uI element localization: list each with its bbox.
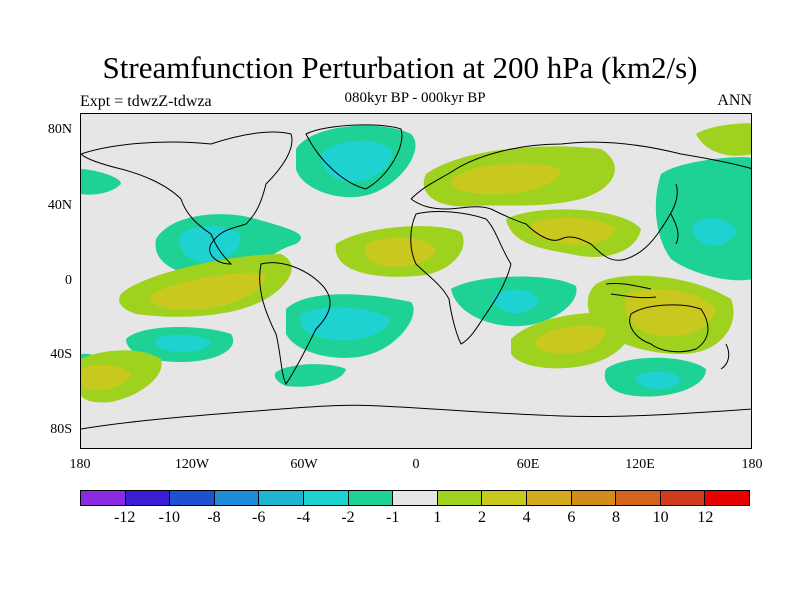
coastline-africa: [410, 211, 512, 345]
map-panel: [80, 113, 752, 449]
colorbar-tick-label: -4: [296, 509, 310, 526]
anomaly-region: [535, 325, 606, 354]
contour-field: [81, 123, 751, 430]
lat-label: 40N: [47, 198, 72, 213]
lon-label: 0: [412, 457, 420, 472]
negative-anomaly-regions: [81, 125, 751, 397]
lon-label: 180: [69, 457, 91, 472]
colorbar-swatch: [303, 491, 349, 505]
colorbar-tick-label: -10: [158, 509, 180, 526]
anomaly-region: [81, 364, 131, 391]
colorbar-swatch: [348, 491, 394, 505]
coastline-north-america: [81, 131, 293, 265]
lon-label: 120W: [174, 457, 210, 472]
colorbar-swatch: [214, 491, 260, 505]
colorbar-swatch: [482, 491, 527, 505]
lon-label: 180: [741, 457, 763, 472]
anomaly-region: [364, 237, 436, 267]
anomaly-region: [635, 371, 681, 390]
anomaly-region: [274, 364, 346, 387]
colorbar-swatch: [705, 491, 749, 505]
colorbar-tick-label: -12: [113, 509, 136, 526]
colorbar-swatch: [571, 491, 617, 505]
anomaly-region: [150, 272, 266, 311]
anomaly-region: [693, 218, 736, 246]
colorbar-tick-label: 10: [652, 509, 669, 526]
colorbar-tick-label: 1: [433, 509, 442, 526]
anomaly-region: [625, 289, 716, 337]
coastline-south-america: [259, 262, 331, 385]
lat-label: 40S: [50, 347, 72, 362]
coastlines: [81, 124, 751, 430]
colorbar-tick-label: -6: [251, 509, 266, 526]
coastline-japan: [670, 213, 679, 245]
coastline-antarctica: [81, 404, 751, 430]
colorbar-tick-label: -1: [385, 509, 400, 526]
lat-label: 80N: [47, 122, 72, 137]
anomaly-region: [81, 169, 121, 195]
colorbar-swatch: [170, 491, 215, 505]
colorbar-swatch: [393, 491, 438, 505]
colorbar-swatch: [259, 491, 304, 505]
colorbar-tick-label: 8: [612, 509, 620, 526]
lat-label: 80S: [50, 422, 72, 437]
colorbar-swatch: [660, 491, 706, 505]
coastline-greenland: [305, 124, 403, 190]
season-label: ANN: [717, 92, 752, 109]
lon-label: 120E: [625, 457, 655, 472]
anomaly-region: [655, 157, 751, 281]
colorbar-swatch: [81, 491, 126, 505]
colorbar-swatch: [616, 491, 661, 505]
anomaly-region: [179, 225, 241, 263]
anomaly-region: [154, 334, 211, 352]
lon-label: 60W: [290, 457, 318, 472]
colorbar: [80, 490, 750, 506]
coastline-new-zealand: [720, 343, 730, 370]
colorbar-tick-label: -2: [341, 509, 355, 526]
colorbar-swatch: [526, 491, 572, 505]
anomaly-region: [450, 163, 561, 195]
anomaly-region: [530, 217, 616, 245]
anomaly-region: [321, 140, 392, 183]
colorbar-tick-label: 2: [478, 509, 486, 526]
colorbar-swatch: [125, 491, 171, 505]
experiment-label: Expt = tdwzZ-tdwza: [80, 93, 212, 110]
plot-subtitle: 080kyr BP - 000kyr BP: [344, 90, 486, 106]
colorbar-tick-label: -8: [207, 509, 221, 526]
coastline-europe-asia: [410, 141, 751, 261]
coastline-australia: [629, 304, 709, 353]
anomaly-region: [493, 289, 539, 314]
colorbar-swatch: [437, 491, 483, 505]
colorbar-tick-label: 6: [567, 509, 576, 526]
plot-title: Streamfunction Perturbation at 200 hPa (…: [102, 50, 698, 85]
colorbar-tick-label: 12: [697, 509, 714, 526]
lon-label: 60E: [516, 457, 540, 472]
coastline-indonesia: [605, 283, 657, 299]
colorbar-tick-label: 4: [522, 509, 531, 526]
lat-label: 0: [65, 273, 72, 288]
anomaly-region: [696, 123, 751, 156]
anomaly-region: [300, 307, 391, 341]
